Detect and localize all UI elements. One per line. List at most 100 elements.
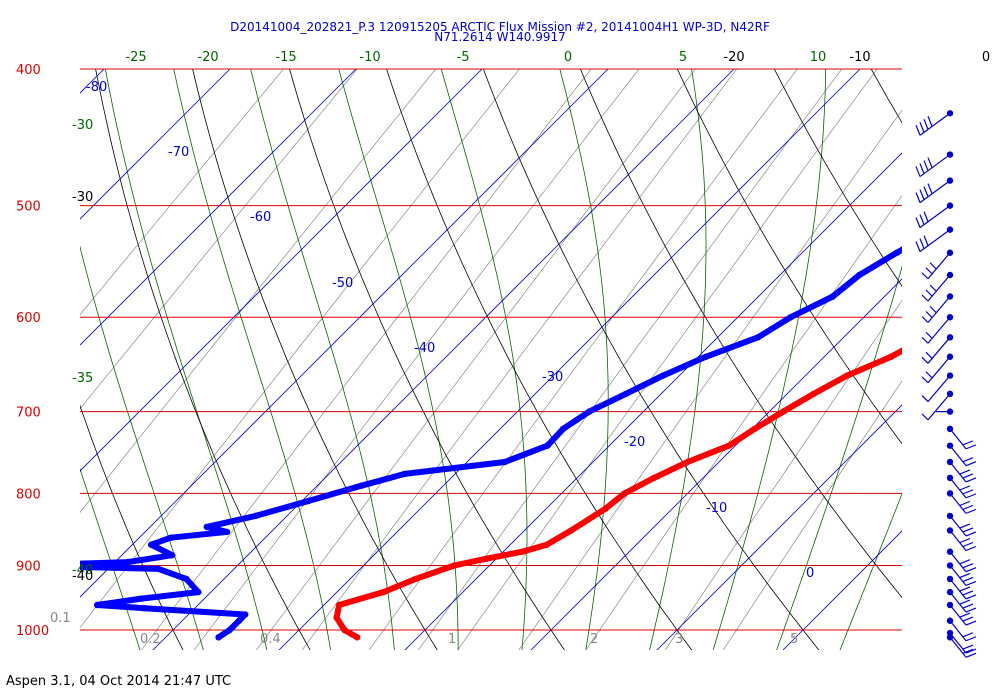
pressure-tick-label: 900 xyxy=(16,559,41,574)
wind-barb-staff xyxy=(949,636,967,658)
wind-barb-staff xyxy=(949,428,967,450)
temperature-profile-point xyxy=(780,408,787,415)
isotherm-line xyxy=(80,69,609,598)
mixing-ratio-label: 5 xyxy=(790,632,798,647)
temperature-profile-point xyxy=(341,626,348,634)
dry-adiabat-line xyxy=(95,69,311,650)
moist-adiabat-line xyxy=(776,265,902,650)
dry-adiabat-line xyxy=(289,69,565,650)
mixing-ratio-line xyxy=(193,69,640,650)
dewpoint-profile-point xyxy=(559,425,567,433)
moist-adiabat-label: -10 xyxy=(359,50,380,65)
wind-barb-flag xyxy=(921,413,929,421)
wind-barb-flag xyxy=(965,477,977,483)
wind-barb-flag xyxy=(965,545,977,552)
temperature-profile-point xyxy=(483,555,490,562)
wind-barb-flag xyxy=(919,214,925,225)
moist-adiabat-line xyxy=(173,69,331,650)
dewpoint-profile-point xyxy=(183,575,190,583)
dewpoint-profile-point xyxy=(622,390,629,398)
wind-barb-staff xyxy=(949,445,967,467)
temperature-profile-point xyxy=(725,442,733,449)
wind-barb-staff xyxy=(949,604,967,626)
pressure-tick-label: 1000 xyxy=(16,624,49,639)
mixing-ratio-line xyxy=(80,69,437,513)
moist-adiabat-label: 10 xyxy=(810,50,827,65)
dry-adiabat-label: -30 xyxy=(72,190,93,205)
wind-barb-flag xyxy=(962,603,974,609)
wind-barb-flag xyxy=(965,567,977,573)
wind-barb-flag xyxy=(919,122,925,133)
wind-barb-flag xyxy=(923,119,929,130)
temperature-profile-point xyxy=(335,601,343,609)
wind-barb-flag xyxy=(923,160,929,171)
temperature-profile-point xyxy=(519,548,526,555)
wind-barb-staff xyxy=(927,252,951,280)
dewpoint-profile-point xyxy=(586,408,593,415)
mixing-ratio-label: 2 xyxy=(590,632,598,647)
wind-barb-flag xyxy=(959,572,971,579)
pressure-tick-label: 400 xyxy=(16,63,41,78)
moist-adiabat-line xyxy=(649,69,707,650)
temperature-profile-point xyxy=(650,474,658,482)
wind-barb-flag xyxy=(962,576,974,583)
temperature-tick-label: -20 xyxy=(723,50,744,65)
dewpoint-profile-point xyxy=(893,249,900,256)
wind-barb-flag xyxy=(919,238,925,249)
dewpoint-profile-point xyxy=(501,458,508,466)
mixing-ratio-line xyxy=(518,109,902,650)
wind-barb-flag xyxy=(962,457,974,463)
wind-barb-flag xyxy=(962,473,974,479)
wind-barb-flag xyxy=(919,189,925,200)
mixing-ratio-line xyxy=(585,194,902,650)
wind-barb-flag xyxy=(919,163,925,174)
moist-adiabat-label: 5 xyxy=(679,50,687,65)
dry-adiabat-line xyxy=(482,69,820,650)
mixing-ratio-line xyxy=(368,69,798,650)
dewpoint-profile-point xyxy=(242,611,249,618)
temperature-profile-point xyxy=(567,527,575,534)
dewpoint-profile-point xyxy=(155,565,162,573)
isotherm-line xyxy=(80,69,483,472)
dewpoint-profile-point xyxy=(195,588,202,596)
wind-barb-staff xyxy=(927,375,951,402)
wind-barb-flag xyxy=(965,607,977,613)
wind-barb-flag xyxy=(915,217,921,228)
isotherm-line xyxy=(80,69,357,346)
dewpoint-profile-point xyxy=(305,497,312,505)
chart-title: D20141004_202821_P.3 120915205 ARCTIC Fl… xyxy=(230,20,770,34)
wind-barb-staff xyxy=(949,591,967,613)
temperature-profile-point xyxy=(333,614,340,621)
wind-barb-flag xyxy=(962,489,974,495)
dry-adiabat-line xyxy=(80,404,184,650)
wind-barb-flag xyxy=(962,644,974,650)
isotherm-label: -30 xyxy=(542,370,563,385)
pressure-tick-label: 600 xyxy=(16,311,41,326)
wind-barb-flag xyxy=(921,272,929,280)
wind-barb-flag xyxy=(925,267,933,275)
dewpoint-profile-point xyxy=(226,626,233,634)
isotherm-line xyxy=(530,278,902,650)
temperature-tick-label: -10 xyxy=(849,50,870,65)
wind-barb-flag xyxy=(915,166,921,177)
wind-barb-staff xyxy=(919,180,951,204)
dry-adiabat-line xyxy=(773,69,902,287)
wind-barb-flag xyxy=(923,186,929,197)
dewpoint-profile-point xyxy=(936,226,942,232)
moist-adiabat-line xyxy=(839,492,902,650)
isotherm-line xyxy=(782,530,902,650)
wind-barb-flag xyxy=(965,444,977,450)
wind-barb-flag xyxy=(965,648,977,654)
dry-adiabat-line xyxy=(579,69,902,599)
isotherm-label: -40 xyxy=(414,341,435,356)
dewpoint-profile-line xyxy=(80,246,902,641)
temperature-profile-point xyxy=(412,575,419,583)
moist-adiabat-label: -35 xyxy=(72,371,93,386)
dewpoint-profile-point xyxy=(138,595,145,602)
dewpoint-profile-point xyxy=(659,372,667,379)
wind-barb-flag xyxy=(929,284,937,292)
wind-barb-flag xyxy=(921,395,929,403)
wind-barb-staff xyxy=(949,578,967,600)
temperature-profile-point xyxy=(969,314,975,320)
temperature-profile-point xyxy=(887,353,895,360)
